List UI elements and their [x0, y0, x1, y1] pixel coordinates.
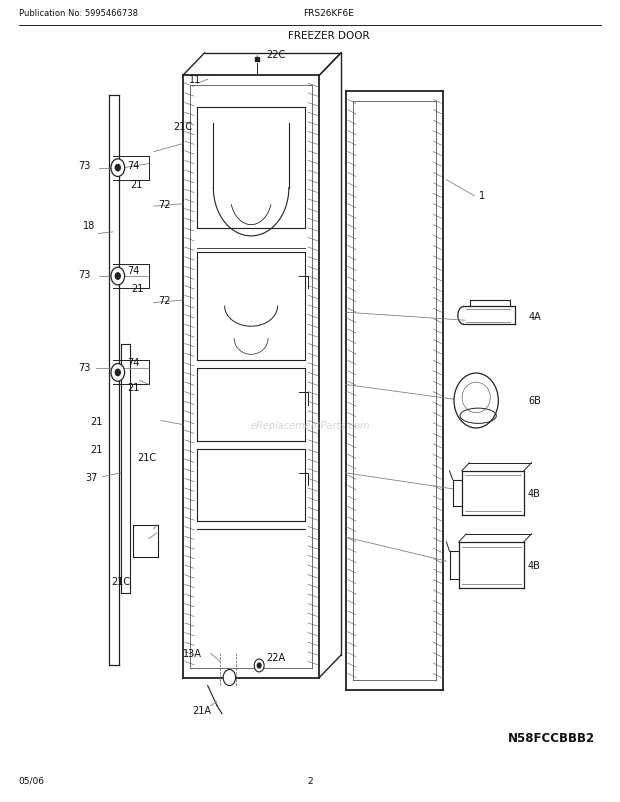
Circle shape: [223, 670, 236, 686]
Text: eReplacementParts.com: eReplacementParts.com: [250, 420, 370, 430]
Text: FREEZER DOOR: FREEZER DOOR: [288, 31, 370, 41]
Text: 37: 37: [86, 472, 98, 482]
Text: 18: 18: [83, 221, 95, 231]
Text: 4B: 4B: [528, 561, 541, 570]
Text: 2: 2: [307, 776, 313, 785]
Text: 74: 74: [127, 265, 140, 275]
Text: 72: 72: [158, 200, 170, 209]
Circle shape: [257, 663, 261, 668]
Text: 21A: 21A: [192, 706, 211, 715]
Text: 21: 21: [131, 284, 144, 294]
Text: 73: 73: [78, 269, 91, 279]
Text: 74: 74: [127, 358, 140, 367]
Text: 4A: 4A: [528, 312, 541, 322]
Text: 1: 1: [479, 191, 485, 200]
Text: 21: 21: [127, 383, 140, 392]
Circle shape: [111, 268, 125, 286]
Text: Publication No: 5995466738: Publication No: 5995466738: [19, 9, 138, 18]
Text: 21C: 21C: [112, 577, 130, 586]
Text: N58FCCBBB2: N58FCCBBB2: [508, 731, 595, 744]
Text: 22C: 22C: [266, 50, 286, 59]
Text: 22A: 22A: [267, 653, 285, 662]
Circle shape: [111, 364, 125, 382]
Text: 21C: 21C: [174, 122, 192, 132]
Text: 21: 21: [90, 444, 102, 454]
Text: 6B: 6B: [528, 396, 541, 406]
Text: 72: 72: [158, 296, 170, 306]
Text: 73: 73: [78, 363, 91, 372]
Text: 73: 73: [78, 161, 91, 171]
Text: 11: 11: [189, 75, 202, 85]
Text: 21C: 21C: [137, 452, 156, 462]
Text: 05/06: 05/06: [19, 776, 45, 785]
Ellipse shape: [454, 374, 498, 428]
Text: 21: 21: [130, 180, 143, 189]
Text: 4B: 4B: [528, 488, 541, 498]
Text: 74: 74: [127, 161, 140, 171]
Circle shape: [115, 165, 120, 172]
Text: 13A: 13A: [183, 649, 202, 658]
Circle shape: [115, 370, 120, 376]
Text: 21: 21: [90, 416, 102, 426]
Circle shape: [115, 273, 120, 280]
Circle shape: [111, 160, 125, 177]
Circle shape: [254, 659, 264, 672]
Text: FRS26KF6E: FRS26KF6E: [303, 9, 354, 18]
